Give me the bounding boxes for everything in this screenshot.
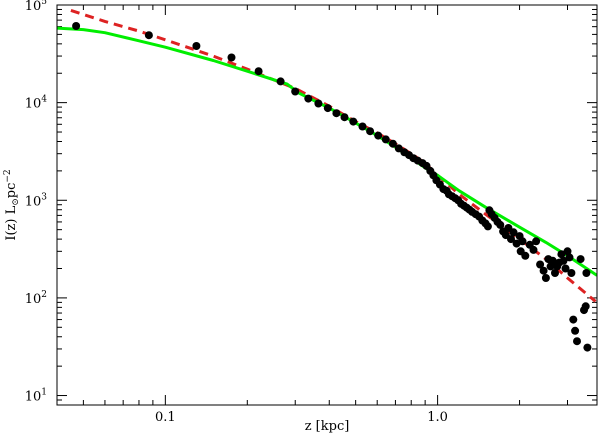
data-point	[72, 22, 81, 30]
data-point	[583, 343, 592, 352]
data-point	[332, 109, 341, 118]
solid-model-curve	[57, 26, 597, 277]
data-point	[518, 237, 527, 246]
data-point	[507, 235, 515, 244]
data-point	[227, 53, 236, 62]
data-point	[539, 266, 548, 275]
y-tick-exponent: 3	[41, 192, 47, 202]
y-tick-label: 103	[25, 192, 48, 209]
data-point	[323, 104, 332, 113]
data-point	[529, 245, 538, 254]
data-point	[366, 127, 375, 136]
data-point	[291, 87, 300, 96]
data-point	[536, 260, 545, 269]
data-point	[276, 77, 285, 86]
data-point	[571, 326, 580, 335]
tick-marks	[56, 4, 597, 406]
data-point	[374, 131, 383, 140]
data-point	[483, 222, 492, 231]
data-point	[496, 220, 505, 229]
data-point	[509, 228, 518, 237]
y-axis-label-exponent: −2	[3, 169, 13, 182]
y-tick-base: 10	[25, 390, 42, 405]
data-point	[559, 256, 568, 265]
y-tick-exponent: 4	[41, 95, 47, 105]
y-tick-label: 105	[25, 0, 48, 14]
y-tick-exponent: 5	[41, 0, 47, 7]
plot-area	[57, 8, 597, 352]
y-tick-label: 104	[25, 95, 48, 112]
y-axis-label-unit: pc	[4, 183, 19, 199]
data-point	[394, 144, 403, 153]
data-point	[551, 269, 559, 277]
data-point	[561, 264, 570, 273]
y-tick-label: 101	[25, 388, 47, 405]
data-point	[304, 94, 313, 103]
y-axis-label-base: I(z) L	[4, 205, 19, 240]
y-tick-exponent: 2	[41, 290, 47, 300]
dashed-model-curve	[70, 8, 597, 303]
data-point	[358, 122, 367, 131]
y-tick-base: 10	[25, 97, 42, 112]
data-point	[548, 256, 557, 265]
data-point	[521, 251, 530, 260]
data-point	[557, 250, 566, 259]
y-tick-base: 10	[25, 0, 42, 14]
x-tick-label: 0.1	[155, 410, 176, 425]
x-axis-label: z [kpc]	[305, 419, 350, 434]
data-point	[563, 247, 572, 256]
data-point	[314, 99, 323, 108]
data-point	[340, 113, 349, 122]
y-axis-label: I(z) L⊙pc−2	[3, 169, 21, 240]
data-point	[349, 117, 358, 126]
plot-frame	[56, 4, 598, 406]
y-tick-label: 102	[25, 290, 47, 307]
y-tick-exponent: 1	[41, 388, 47, 398]
data-point	[144, 31, 153, 40]
x-tick-label: 1.0	[427, 410, 448, 425]
data-point	[569, 315, 578, 324]
data-point	[565, 253, 574, 262]
data-point	[582, 269, 591, 277]
data-point	[567, 269, 576, 277]
data-point	[254, 67, 263, 76]
y-tick-base: 10	[25, 292, 42, 307]
data-point	[532, 237, 541, 246]
data-point	[192, 42, 201, 50]
data-point	[581, 302, 590, 311]
data-point	[541, 274, 550, 282]
data-point	[576, 255, 585, 264]
y-tick-base: 10	[25, 194, 42, 209]
data-point	[388, 139, 397, 148]
solar-symbol: ⊙	[11, 198, 21, 206]
data-point	[381, 135, 390, 144]
data-point	[573, 337, 581, 346]
